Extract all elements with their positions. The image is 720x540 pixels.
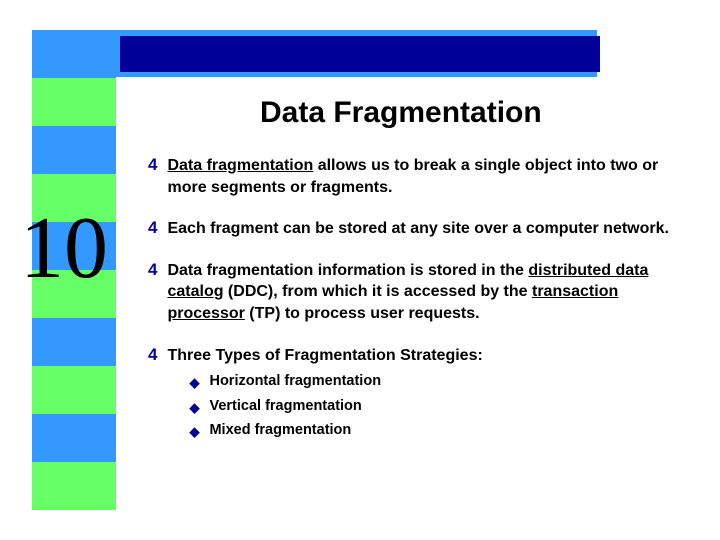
sub-item-1: ◆ Horizontal fragmentation bbox=[189, 372, 688, 392]
slide-title: Data Fragmentation bbox=[260, 96, 542, 130]
bullet-4: 4 Three Types of Fragmentation Strategie… bbox=[148, 345, 688, 446]
content-area: 4 Data fragmentation allows us to break … bbox=[148, 155, 688, 454]
sub-item-2-text: Vertical fragmentation bbox=[209, 397, 361, 417]
bullet-4-text: Three Types of Fragmentation Strategies:… bbox=[167, 345, 688, 446]
bullet-2: 4 Each fragment can be stored at any sit… bbox=[148, 218, 688, 240]
bullet-3-mid: (DDC), from which it is accessed by the bbox=[223, 283, 532, 300]
side-stripe bbox=[32, 366, 116, 414]
sub-marker-icon: ◆ bbox=[189, 423, 199, 441]
bullet-1-text: Data fragmentation allows us to break a … bbox=[167, 155, 688, 198]
bullet-3-text: Data fragmentation information is stored… bbox=[167, 260, 688, 325]
bullet-4-pre: Three Types of Fragmentation Strategies: bbox=[167, 347, 482, 364]
side-stripe bbox=[32, 414, 116, 462]
side-stripe bbox=[32, 318, 116, 366]
sub-list: ◆ Horizontal fragmentation ◆ Vertical fr… bbox=[189, 372, 688, 441]
bullet-marker-icon: 4 bbox=[148, 345, 157, 446]
bullet-marker-icon: 4 bbox=[148, 155, 157, 198]
side-stripe bbox=[32, 462, 116, 510]
bullet-marker-icon: 4 bbox=[148, 218, 157, 240]
bullet-3-post: (TP) to process user requests. bbox=[245, 305, 480, 322]
bullet-3-pre: Data fragmentation information is stored… bbox=[167, 262, 528, 279]
header-bar-inner bbox=[120, 36, 600, 72]
bullet-1: 4 Data fragmentation allows us to break … bbox=[148, 155, 688, 198]
sub-item-2: ◆ Vertical fragmentation bbox=[189, 397, 688, 417]
bullet-3: 4 Data fragmentation information is stor… bbox=[148, 260, 688, 325]
side-stripe bbox=[32, 78, 116, 126]
sub-item-1-text: Horizontal fragmentation bbox=[209, 372, 381, 392]
sub-item-3-text: Mixed fragmentation bbox=[209, 421, 351, 441]
chapter-number: 10 bbox=[20, 198, 108, 299]
sub-item-3: ◆ Mixed fragmentation bbox=[189, 421, 688, 441]
side-stripe bbox=[32, 30, 116, 78]
sub-marker-icon: ◆ bbox=[189, 374, 199, 392]
bullet-2-text: Each fragment can be stored at any site … bbox=[167, 218, 688, 240]
side-stripe bbox=[32, 126, 116, 174]
sub-marker-icon: ◆ bbox=[189, 399, 199, 417]
bullet-1-underline: Data fragmentation bbox=[167, 157, 313, 174]
bullet-marker-icon: 4 bbox=[148, 260, 157, 325]
